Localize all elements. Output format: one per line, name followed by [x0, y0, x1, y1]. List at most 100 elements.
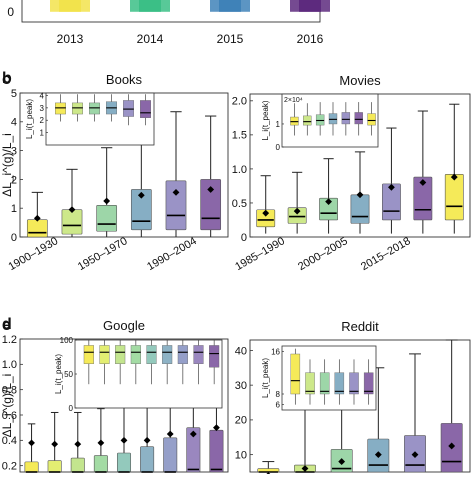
b-mean-marker-5: [172, 188, 180, 196]
b-inset-box-rect-6: [140, 100, 151, 118]
e-inset-box-1: [290, 348, 301, 405]
b-box-6: [200, 115, 222, 237]
d-inset-box-6: [162, 340, 173, 385]
e-mean-marker-5: [411, 451, 419, 459]
c-xtick-label-3: 2015–2018: [359, 235, 413, 273]
c-box-rect-1: [256, 209, 276, 228]
b-inset-ytick-label-3: 3: [40, 104, 45, 113]
c-inset-multiplier: 2×10⁴: [284, 97, 303, 104]
c-box-rect-3: [319, 197, 338, 221]
d-inset-box-4: [130, 340, 141, 385]
c-box-rect-7: [444, 174, 464, 221]
b-ytick-label-4: 3: [11, 145, 17, 157]
c-ytick-label-2: 0.5: [232, 198, 247, 210]
b-inset-ytick-label-1: 1: [40, 129, 45, 138]
d-mean-marker-3: [74, 440, 82, 448]
d-inset-box-8: [193, 340, 204, 385]
d-box-rect-9: [209, 429, 224, 473]
e-inset-box-3: [319, 359, 330, 405]
c-box-2: [287, 171, 307, 234]
c-inset-box-rect-7: [367, 113, 376, 126]
b-box-rect-5: [165, 180, 187, 231]
c-inset-box-4: [328, 102, 338, 136]
d-box-rect-6: [140, 446, 155, 473]
c-inset-box-1: [290, 103, 299, 136]
b-xtick-label-3: 1990–2004: [145, 235, 199, 273]
a-box-notch-3: [219, 0, 241, 12]
b-ytick-label-1: 0: [11, 232, 17, 244]
d-inset-box-1: [83, 340, 94, 385]
e-mean-marker-2: [301, 465, 309, 472]
b-inset-box-rect-2: [72, 102, 83, 115]
e-box-1: [257, 461, 280, 479]
b-inset-box-rect-3: [89, 102, 100, 115]
b-box-rect-6: [200, 179, 222, 231]
a-xtick-label-2: 2014: [137, 32, 164, 46]
b-inset-box-3: [89, 94, 100, 122]
c-panel-letter: c: [2, 71, 11, 88]
e-inset-ytick-label-1: 6: [276, 401, 281, 410]
e-inset-box-rect-6: [363, 372, 374, 395]
e-inset-box-rect-1: [290, 353, 301, 395]
a-box-notch-4: [299, 0, 321, 12]
c-inset-box-3: [315, 102, 325, 136]
c-mean-marker-6: [419, 179, 427, 186]
b-inset-box-1: [55, 94, 66, 122]
a-panel: [21, 0, 330, 23]
d-inset-box-rect-8: [193, 345, 204, 365]
d-box-rect-2: [47, 460, 62, 473]
b-ytick-label-3: 2: [11, 174, 17, 186]
b-inset-box-rect-5: [123, 100, 134, 117]
a-box-4: [290, 0, 330, 12]
b-box-rect-4: [130, 189, 152, 231]
c-inset-box-6: [354, 102, 363, 136]
c-box-1: [256, 175, 276, 234]
a-box-notch-1: [59, 0, 81, 12]
b-ylabel: ΔL_i^(g)/L_i: [0, 133, 14, 197]
b-mean-marker-4: [137, 191, 145, 199]
d-inset-box-rect-4: [130, 345, 141, 365]
b-ytick-label-2: 1: [11, 203, 17, 215]
c-ytick-label-5: 2.0: [232, 96, 247, 108]
b-box-rect-3: [96, 205, 118, 232]
d-ytick-label-3: 0.6: [2, 410, 17, 422]
b-panel-title: Books: [106, 72, 143, 87]
b-ytick-label-5: 4: [11, 117, 17, 129]
d-panel-letter: d: [2, 316, 12, 333]
d-mean-marker-2: [51, 440, 59, 448]
b-box-5: [165, 111, 187, 237]
e-inset-ylabel: L_i(t_peak): [261, 358, 270, 398]
a-box-2: [130, 0, 170, 12]
a-box-notch-2: [139, 0, 161, 12]
b-xtick-label-2: 1950–1970: [76, 235, 130, 273]
a-xtick-label-4: 2016: [297, 32, 324, 46]
d-inset-box-rect-7: [177, 345, 188, 365]
d-mean-marker-8: [189, 430, 197, 438]
d-inset-box-rect-9: [209, 345, 220, 368]
e-mean-marker-6: [448, 442, 456, 450]
c-inset-box-2: [303, 103, 312, 136]
c-ytick-label-3: 1.0: [232, 164, 247, 176]
e-ytick-label-4: 40: [235, 345, 247, 357]
b-inset-ytick-label-2: 2: [40, 116, 45, 125]
d-inset-ytick-label-1: 0: [69, 404, 74, 413]
e-inset-ytick-label-3: 16: [271, 347, 280, 356]
c-ytick-label-1: 0: [241, 232, 247, 244]
b-inset-ylabel: L_i(t_peak): [25, 99, 34, 139]
e-ytick-label-2: 20: [235, 415, 247, 427]
d-ytick-label-4: 0.8: [2, 385, 17, 397]
c-mean-marker-1: [262, 209, 270, 217]
e-inset-box-rect-5: [349, 372, 359, 395]
e-inset-box-2: [305, 359, 315, 405]
d-mean-marker-9: [213, 424, 220, 432]
e-inset-box-5: [349, 359, 359, 405]
e-box-6: [440, 339, 463, 473]
d-mean-marker-7: [166, 430, 174, 438]
d-inset-box-5: [146, 340, 157, 385]
b-panel-letter: b: [2, 70, 12, 87]
c-box-rect-4: [350, 194, 370, 224]
d-inset-box-9: [209, 340, 220, 385]
c-mean-marker-4: [356, 191, 364, 199]
b-box-4: [130, 127, 152, 237]
